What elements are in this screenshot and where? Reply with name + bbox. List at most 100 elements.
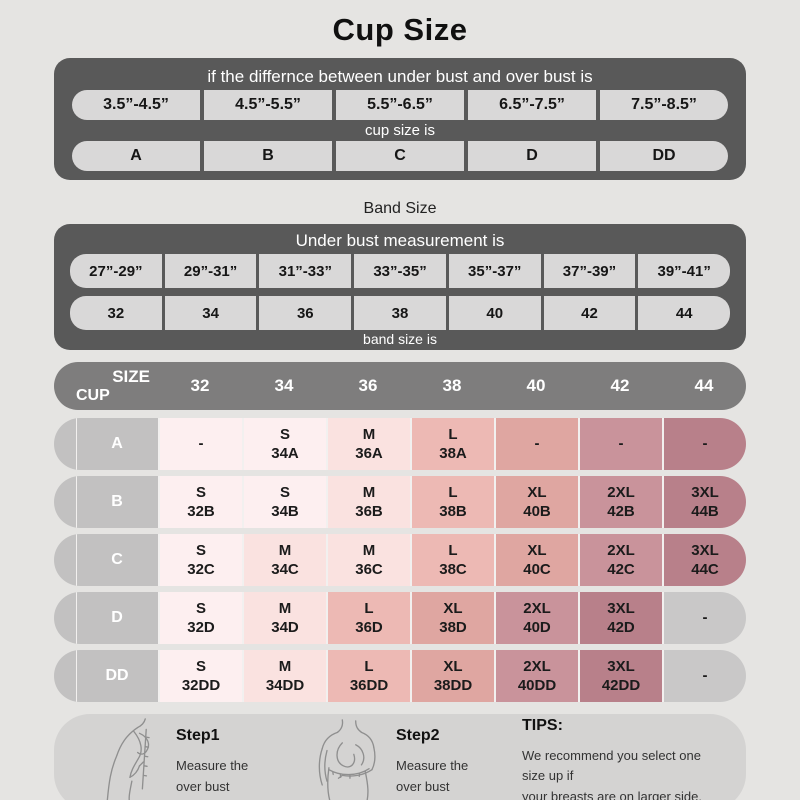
row-label: DD <box>54 650 158 702</box>
table-row: D S 32D M 34D L 36D XL 38D 2XL 40D 3XL 42D - <box>54 592 746 644</box>
column-header: 42 <box>610 376 630 395</box>
table-row: B S 32B S 34B M 36B L 38B XL 40B 2XL 42B 3XL 44… <box>54 476 746 528</box>
size-cell: - <box>662 650 746 702</box>
size-cup-corner: SIZE CUP <box>54 362 158 410</box>
band-size-cell: 40 <box>448 296 541 330</box>
size-cell: M 34C <box>242 534 326 586</box>
tips-title: TIPS: <box>522 717 563 735</box>
row-label: D <box>54 592 158 644</box>
size-cell: XL 38D <box>410 592 494 644</box>
cup-letter-row: A B C D DD <box>72 141 728 171</box>
size-cell: S 32D <box>158 592 242 644</box>
size-cell: L 36DD <box>326 650 410 702</box>
column-header: 44 <box>694 376 714 395</box>
step1-block: Step1 Measure the over bust <box>176 727 286 796</box>
cup-range-cell: 4.5”-5.5” <box>204 90 332 120</box>
size-cell: S 32DD <box>158 650 242 702</box>
measuring-tips-panel: Step1 Measure the over bust <box>54 714 746 800</box>
band-size-header: Under bust measurement is <box>295 231 505 250</box>
band-size-cell: 34 <box>164 296 257 330</box>
cup-letter-cell: A <box>72 141 200 171</box>
band-range-cell: 39”-41” <box>638 254 731 288</box>
size-cell: 3XL 44B <box>662 476 746 528</box>
measure-side-figure-icon <box>92 718 166 800</box>
page-title: Cup Size <box>332 12 468 47</box>
band-range-cell: 37”-39” <box>543 254 636 288</box>
size-cell: L 38B <box>410 476 494 528</box>
size-cell: S 34A <box>242 418 326 470</box>
cup-size-sublabel: cup size is <box>364 122 436 139</box>
size-cell: - <box>578 418 662 470</box>
band-range-row: 27”-29” 29”-31” 31”-33” 33”-35” 35”-37” … <box>70 254 731 288</box>
step1-title: Step1 <box>176 727 220 745</box>
size-cell: L 38A <box>410 418 494 470</box>
size-cell: M 34DD <box>242 650 326 702</box>
column-header: 34 <box>274 376 294 395</box>
column-header: 32 <box>190 376 210 395</box>
band-size-sublabel: band size is <box>363 331 437 347</box>
band-size-cell: 36 <box>259 296 352 330</box>
size-cell: L 38C <box>410 534 494 586</box>
measure-front-figure-icon <box>312 718 386 800</box>
cup-range-cell: 5.5”-6.5” <box>336 90 464 120</box>
table-row: C S 32C M 34C M 36C L 38C XL 40C 2XL 42C 3XL 44… <box>54 534 746 586</box>
cup-range-cell: 7.5”-8.5” <box>600 90 728 120</box>
band-size-panel: Under bust measurement is 27”-29” 29”-31… <box>54 224 746 350</box>
size-cell: 3XL 44C <box>662 534 746 586</box>
band-range-cell: 33”-35” <box>354 254 446 288</box>
row-label: B <box>54 476 158 528</box>
size-cell: - <box>158 418 242 470</box>
size-cell: 2XL 42C <box>578 534 662 586</box>
size-cell: M 34D <box>242 592 326 644</box>
size-cell: S 32B <box>158 476 242 528</box>
size-cell: XL 40C <box>494 534 578 586</box>
band-size-row: 32 34 36 38 40 42 44 <box>70 296 731 330</box>
size-cell: M 36C <box>326 534 410 586</box>
cup-letter-cell: C <box>336 141 464 171</box>
corner-cup-label: CUP <box>76 387 110 404</box>
size-cell: - <box>662 592 746 644</box>
size-cell: - <box>662 418 746 470</box>
size-cell: L 36D <box>326 592 410 644</box>
size-cell: S 34B <box>242 476 326 528</box>
size-cell: XL 40B <box>494 476 578 528</box>
column-header: 40 <box>526 376 546 395</box>
table-row: DD S 32DD M 34DD L 36DD XL 38DD 2XL 40DD 3XL 4… <box>54 650 746 702</box>
size-cell: - <box>494 418 578 470</box>
size-cell: 2XL 42B <box>578 476 662 528</box>
cup-size-panel: if the differnce between under bust and … <box>54 58 746 180</box>
step1-text: Measure the over bust <box>176 758 249 794</box>
band-range-cell: 27”-29” <box>70 254 162 288</box>
row-label: C <box>54 534 158 586</box>
band-size-title: Band Size <box>363 200 437 217</box>
column-header: 36 <box>358 376 378 395</box>
size-cell: 2XL 40D <box>494 592 578 644</box>
cup-size-header: if the differnce between under bust and … <box>207 67 593 86</box>
band-size-cell: 44 <box>638 296 731 330</box>
size-cell: M 36B <box>326 476 410 528</box>
band-size-cell: 32 <box>70 296 162 330</box>
cup-range-row: 3.5”-4.5” 4.5”-5.5” 5.5”-6.5” 6.5”-7.5” … <box>72 90 728 120</box>
cup-letter-cell: D <box>468 141 596 171</box>
size-cell: M 36A <box>326 418 410 470</box>
size-cell: 3XL 42D <box>578 592 662 644</box>
tips-block: TIPS: We recommend you select one size u… <box>522 717 722 800</box>
size-matrix: SIZE CUP 32 34 36 38 40 42 44 A - S 34A M… <box>54 362 746 702</box>
row-label: A <box>54 418 158 470</box>
cup-range-cell: 3.5”-4.5” <box>72 90 200 120</box>
size-cell: XL 38DD <box>410 650 494 702</box>
size-cell: 3XL 42DD <box>578 650 662 702</box>
step2-title: Step2 <box>396 727 440 745</box>
table-row: A - S 34A M 36A L 38A - - - <box>54 418 746 470</box>
column-header: 38 <box>442 376 462 395</box>
band-range-cell: 35”-37” <box>448 254 541 288</box>
corner-size-label: SIZE <box>112 367 150 386</box>
cup-letter-cell: B <box>204 141 332 171</box>
cup-letter-cell: DD <box>600 141 728 171</box>
band-size-cell: 38 <box>354 296 446 330</box>
step2-text: Measure the over bust <box>396 758 469 794</box>
size-matrix-header: SIZE CUP 32 34 36 38 40 42 44 <box>54 362 746 410</box>
band-range-cell: 31”-33” <box>259 254 352 288</box>
step2-block: Step2 Measure the over bust <box>396 727 506 796</box>
